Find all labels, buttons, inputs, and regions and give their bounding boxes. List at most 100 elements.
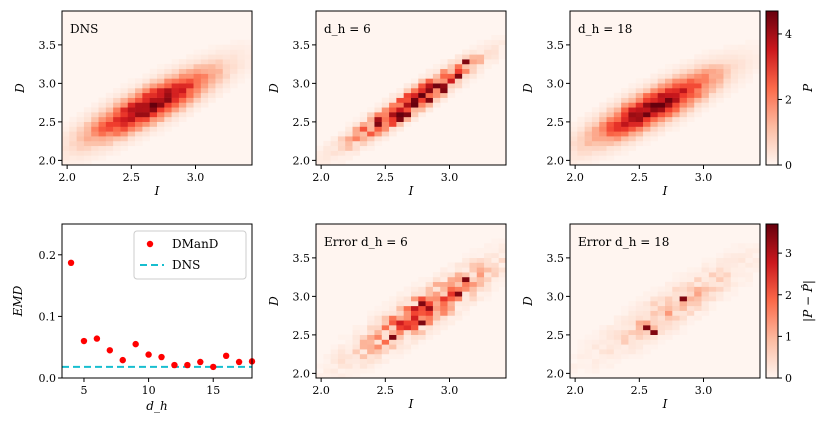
heatmap-cell [708, 296, 717, 302]
dmand-point [210, 363, 217, 371]
heatmap-cell [628, 349, 637, 355]
heatmap-cell [374, 310, 383, 316]
heatmap-cell [628, 126, 637, 132]
heatmap-cell [83, 155, 92, 161]
heatmap-cell [440, 310, 448, 316]
heatmap-cell [200, 83, 209, 89]
heatmap-cell [208, 97, 216, 103]
heatmap-cell [730, 44, 739, 50]
heatmap-cell [606, 329, 615, 335]
heatmap-cell [469, 54, 478, 60]
heatmap-cell [599, 363, 607, 369]
heatmap-cell [359, 136, 368, 142]
heatmap-cell [244, 49, 253, 55]
heatmap-cell [113, 88, 121, 94]
heatmap-cell [701, 102, 710, 108]
heatmap-cell [628, 305, 637, 311]
heatmap-cell [374, 102, 383, 108]
heatmap-cell [686, 276, 695, 283]
heatmap-cell [643, 78, 651, 84]
heatmap-cell [447, 291, 456, 297]
heatmap-cell [403, 286, 412, 292]
heatmap-cell [157, 112, 165, 118]
panel-label: Error d_h = 18 [578, 235, 669, 249]
heatmap-cell [672, 78, 680, 84]
heatmap-cell [635, 310, 644, 316]
heatmap-cell [738, 257, 746, 263]
heatmap-cell [745, 49, 753, 55]
heatmap-cell [679, 73, 688, 79]
heatmap-cell [222, 78, 231, 84]
heatmap-cell [635, 140, 644, 147]
heatmap-cell [381, 349, 390, 355]
heatmap-cell [403, 83, 412, 89]
axes-frame [61, 10, 253, 166]
heatmap-cell [316, 145, 324, 151]
heatmap-cell [672, 88, 680, 94]
heatmap-cell [694, 296, 702, 302]
heatmap-cell [701, 68, 710, 74]
heatmap-cell [222, 54, 231, 60]
heatmap-cell [498, 252, 507, 258]
heatmap-cell [447, 68, 456, 74]
heatmap-cell [337, 150, 346, 156]
heatmap-cell [432, 88, 441, 94]
heatmap-cell [98, 136, 107, 142]
heatmap-cell [411, 78, 419, 84]
heatmap-cell [716, 83, 724, 89]
heatmap-cell [679, 112, 688, 118]
heatmap-cell [686, 97, 695, 103]
heatmap-cell [708, 305, 717, 311]
heatmap-cell [345, 344, 353, 350]
heatmap-cell [76, 131, 85, 137]
x-tick-label: 10 [142, 384, 156, 397]
heatmap-cell [381, 353, 390, 360]
heatmap-cell [738, 248, 746, 254]
y-tick-label: 2.0 [39, 154, 57, 167]
heatmap-cell [105, 102, 114, 108]
heatmap-cell [708, 49, 717, 55]
colorbar-tick-label: 0 [785, 159, 792, 172]
heatmap-cell [237, 39, 245, 45]
dmand-point [222, 352, 230, 360]
heatmap-cell [62, 160, 70, 166]
heatmap-cell [643, 344, 651, 350]
heatmap-cell [591, 150, 600, 156]
heatmap-cell [577, 145, 585, 151]
heatmap-cell [403, 334, 412, 340]
heatmap-cell [389, 305, 397, 311]
heatmap-cell [657, 73, 666, 79]
heatmap-cell [628, 329, 637, 335]
heatmap-cell [570, 160, 578, 166]
heatmap-cell [628, 83, 637, 89]
y-tick-label: 2.5 [547, 329, 565, 342]
heatmap-cell [672, 107, 680, 113]
heatmap-cell [584, 116, 593, 122]
heatmap-cell [447, 281, 456, 287]
heatmap-cell [643, 140, 651, 147]
heatmap-cell [76, 145, 85, 151]
heatmap-cell [135, 97, 143, 103]
heatmap-cell [708, 301, 717, 307]
heatmap-cell [208, 88, 216, 94]
y-tick-label: 3.0 [39, 77, 57, 90]
heatmap-cell [694, 291, 702, 297]
heatmap-cell [657, 339, 666, 345]
heatmap-cell [462, 54, 470, 60]
heatmap-cell [447, 63, 456, 70]
heatmap-cell [672, 68, 680, 74]
heatmap-cell [484, 281, 492, 287]
colorbar-tick-label: 4 [785, 28, 792, 41]
heatmap-cell [484, 59, 492, 65]
heatmap-cell [657, 107, 666, 113]
heatmap-cell [708, 291, 717, 297]
heatmap-cell [730, 63, 739, 70]
heatmap-cell [208, 68, 216, 74]
heatmap-cell [120, 145, 129, 151]
axes-frame [569, 223, 761, 379]
heatmap-cell [584, 344, 593, 350]
y-axis-label: EMD [11, 285, 25, 317]
heatmap-cell [606, 349, 615, 355]
heatmap-cell [701, 281, 710, 287]
heatmap-cell [752, 44, 761, 50]
